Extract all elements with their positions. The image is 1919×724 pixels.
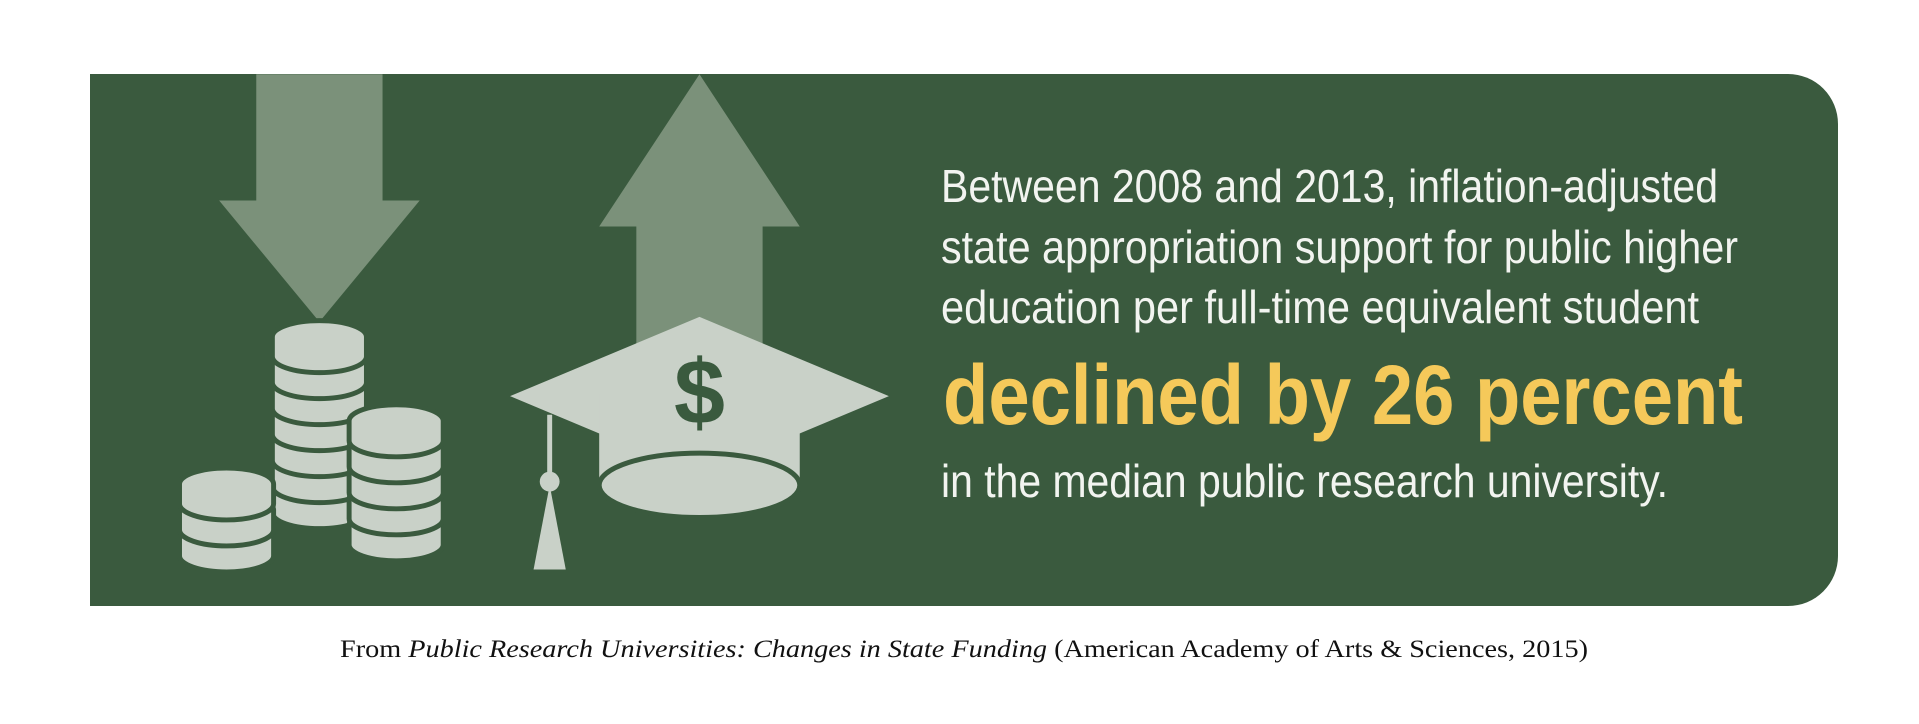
coins	[177, 318, 446, 575]
tassel	[533, 485, 566, 570]
body-line: state appropriation support for public h…	[941, 221, 1738, 273]
coin	[269, 318, 369, 376]
icons: $	[177, 74, 889, 575]
dollar-sign: $	[674, 341, 725, 443]
closing-line: in the median public research university…	[941, 455, 1668, 507]
caption-prefix: From	[340, 636, 408, 663]
caption: From Public Research Universities: Chang…	[340, 636, 1588, 663]
body-line: education per full-time equivalent stude…	[941, 281, 1699, 333]
down-arrow	[219, 74, 420, 322]
caption-title: Public Research Universities: Changes in…	[407, 636, 1047, 663]
up-arrow	[599, 74, 800, 360]
panel	[90, 74, 1838, 606]
tassel-knot	[539, 471, 560, 492]
body-line: Between 2008 and 2013, inflation-adjuste…	[941, 160, 1718, 212]
coin	[346, 402, 446, 460]
highlight: declined by 26 percent	[943, 348, 1743, 442]
coin	[177, 465, 277, 523]
caption-suffix: (American Academy of Arts & Sciences, 20…	[1047, 636, 1588, 663]
cap-rim	[596, 450, 803, 520]
